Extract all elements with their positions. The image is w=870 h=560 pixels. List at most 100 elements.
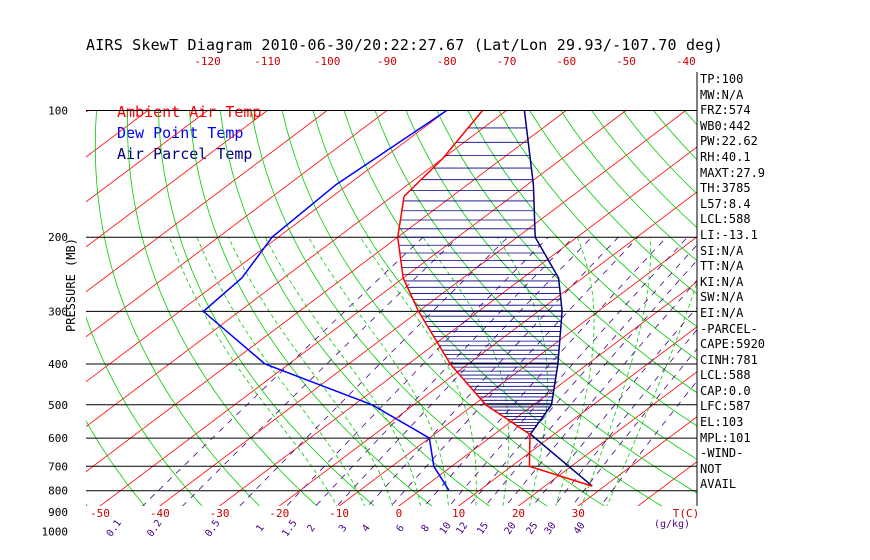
stat-item: KI:N/A	[700, 274, 744, 289]
top-temp-tick-label: -40	[676, 55, 696, 68]
dry-adiabat	[653, 110, 697, 161]
mixing-ratio-label: 2	[305, 523, 317, 534]
mixing-ratio-label: 25	[525, 520, 541, 536]
mixing-ratio-line	[336, 236, 592, 506]
dry-adiabat	[808, 111, 870, 541]
mixing-ratio-line	[484, 259, 697, 506]
bottom-temp-tick-label: -30	[210, 507, 230, 520]
stat-item: AVAIL	[700, 477, 737, 492]
mixing-ratio-label: 0.1	[105, 518, 124, 539]
legend: Ambient Air Temp Dew Point Temp Air Parc…	[117, 102, 262, 165]
isotherm-line	[86, 110, 328, 293]
dry-adiabat	[715, 111, 870, 541]
bottom-temp-tick-label: 0	[396, 507, 403, 520]
ambient-temp-line	[396, 110, 593, 487]
isotherm-line	[338, 236, 697, 506]
dry-adiabat	[684, 110, 697, 126]
mixing-ratio-label: 4	[360, 523, 372, 534]
dry-adiabat	[839, 111, 870, 541]
stat-item: L57:8.4	[700, 196, 751, 211]
stat-item: TT:N/A	[700, 259, 744, 274]
stat-item: CINH:781	[700, 352, 758, 367]
stat-item: LFC:587	[700, 399, 751, 414]
dry-adiabat	[86, 503, 88, 506]
bottom-temp-tick-label: 10	[452, 507, 465, 520]
top-temp-tick-label: -80	[437, 55, 457, 68]
isotherm-line	[86, 110, 89, 113]
pressure-tick-label: 600	[48, 432, 68, 445]
mixing-ratio-label: 15	[475, 521, 491, 537]
dry-adiabat	[529, 110, 697, 295]
stat-item: SW:N/A	[700, 290, 744, 305]
isotherm-line	[159, 110, 687, 506]
moist-adiabat	[169, 237, 338, 506]
moist-adiabat	[196, 237, 366, 506]
stat-item: MW:N/A	[700, 87, 744, 102]
mixing-ratio-label: 0.5	[203, 518, 222, 539]
dry-adiabat	[189, 110, 433, 506]
mixing-ratio-line	[367, 236, 619, 506]
dry-adiabat	[312, 110, 663, 506]
top-temp-tick-label: -50	[616, 55, 636, 68]
mixing-ratio-label: 12	[454, 521, 470, 537]
mixing-ratio-line	[239, 236, 509, 506]
moist-adiabat	[606, 281, 697, 506]
isotherm-line	[86, 110, 149, 158]
stat-item: -PARCEL-	[700, 321, 758, 336]
isotherm-line	[0, 111, 28, 541]
mixing-ratio-line	[553, 329, 697, 506]
bottom-temp-tick-label: 30	[572, 507, 585, 520]
mixing-ratio-line	[390, 236, 639, 506]
dry-adiabat	[219, 110, 490, 506]
isotherm-line	[86, 110, 268, 248]
moist-adiabat	[228, 237, 394, 506]
stat-item: LI:-13.1	[700, 227, 758, 242]
dewpoint-line	[202, 109, 450, 492]
dry-adiabat	[250, 110, 548, 506]
pressure-tick-label: 300	[48, 305, 68, 318]
mixing-ratio-line	[315, 236, 574, 506]
mixing-ratio-label: 30	[543, 520, 559, 536]
pressure-tick-label: 800	[48, 485, 68, 498]
dry-adiabat	[126, 110, 318, 506]
bottom-temp-tick-label: -40	[150, 507, 170, 520]
isotherm-line	[278, 191, 697, 506]
mixing-ratio-line	[532, 306, 697, 506]
isotherm-line	[86, 110, 507, 428]
top-temp-tick-label: -60	[556, 55, 576, 68]
dry-adiabat	[94, 110, 261, 506]
isotherm-line	[637, 461, 697, 506]
temp-unit-label: T(C)	[673, 507, 700, 520]
mixing-ratio-line	[448, 236, 688, 506]
isotherm-line	[577, 416, 697, 506]
mixing-ratio-line	[468, 244, 697, 506]
isotherm-line	[86, 110, 208, 203]
bottom-temp-tick-label: 20	[512, 507, 525, 520]
stat-item: LCL:588	[700, 368, 751, 383]
pressure-tick-label: 200	[48, 231, 68, 244]
stat-item: -WIND-	[700, 446, 744, 461]
top-temp-tick-label: -110	[254, 55, 281, 68]
stat-item: MPL:101	[700, 430, 751, 445]
isotherm-line	[86, 110, 567, 473]
pressure-tick-label: 500	[48, 399, 68, 412]
stat-item: LCL:588	[700, 212, 751, 227]
dry-adiabat	[560, 110, 697, 262]
legend-dewpoint: Dew Point Temp	[117, 124, 244, 142]
mixing-ratio-line	[505, 279, 697, 506]
moist-adiabat	[555, 237, 595, 506]
stat-item: EI:N/A	[700, 305, 744, 320]
pressure-tick-label: 700	[48, 460, 68, 473]
mixing-ratio-label: 3	[337, 523, 349, 534]
dry-adiabat	[86, 420, 146, 506]
isotherm-line	[398, 281, 697, 506]
stat-item: MAXT:27.9	[700, 165, 766, 180]
moist-adiabat	[496, 236, 548, 506]
stat-item: CAP:0.0	[700, 383, 751, 398]
dry-adiabat	[343, 110, 697, 494]
stat-item: NOT	[700, 461, 722, 476]
isotherm-line	[86, 110, 388, 338]
stat-item: CAPE:5920	[700, 337, 766, 352]
dry-adiabat	[436, 110, 697, 394]
